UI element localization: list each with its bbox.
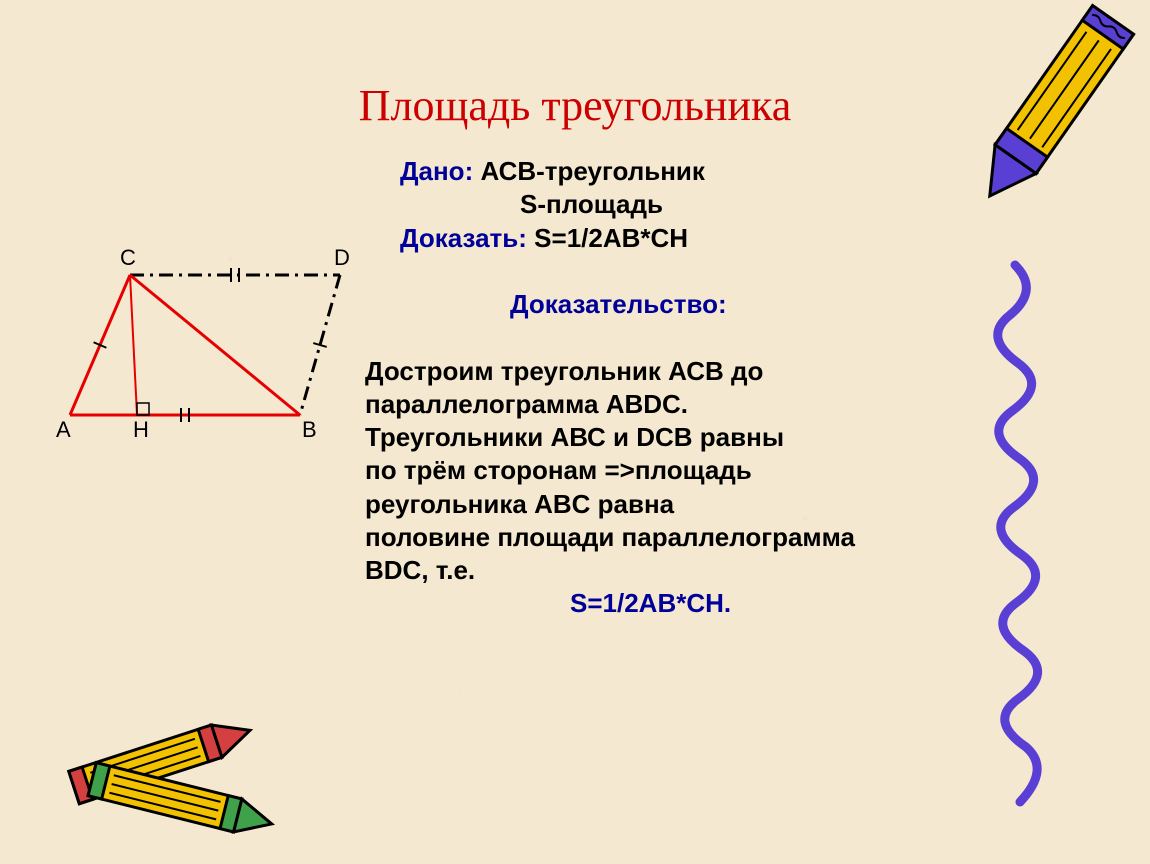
svg-text:H: H [133, 417, 149, 442]
prove-text: S=1/2AB*CH [534, 223, 688, 253]
crayon-top-right-icon [940, 0, 1150, 245]
proof-header-text: Доказательство: [510, 289, 727, 319]
svg-text:A: A [56, 417, 71, 442]
given-label: Дано: [400, 156, 473, 186]
proof-line: реугольника ABC равна [365, 488, 1060, 521]
squiggle-icon [980, 260, 1050, 825]
proof-line: Достроим треугольник АСВ до [365, 355, 1060, 388]
proof-line: Треугольники АВС и DCB равны [365, 421, 1060, 454]
proof-line: половине площади параллелограмма [365, 521, 1060, 554]
diagram-svg: A B C D H [40, 225, 360, 445]
svg-text:D: D [334, 245, 350, 270]
title-text: Площадь треугольника [359, 81, 792, 130]
given-line2: S-площадь [400, 189, 663, 219]
formula-text: S=1/2AB*CH. [570, 588, 731, 618]
geometry-diagram: A B C D H [40, 225, 360, 445]
final-formula: S=1/2AB*CH. [400, 587, 1060, 620]
proof-line: параллелограмма ABDС. [365, 388, 1060, 421]
svg-text:C: C [120, 245, 136, 270]
given-line1: АСВ-треугольник [480, 156, 704, 186]
proof-line: BDC, т.е. [365, 554, 1060, 587]
proof-body: Достроим треугольник АСВ допараллелограм… [365, 355, 1060, 588]
svg-text:B: B [302, 417, 317, 442]
proof-line: по трём сторонам =>площадь [365, 454, 1060, 487]
crayons-bottom-left-icon [30, 669, 330, 844]
prove-label: Доказать: [400, 223, 527, 253]
proof-header: Доказательство: [400, 288, 1060, 321]
